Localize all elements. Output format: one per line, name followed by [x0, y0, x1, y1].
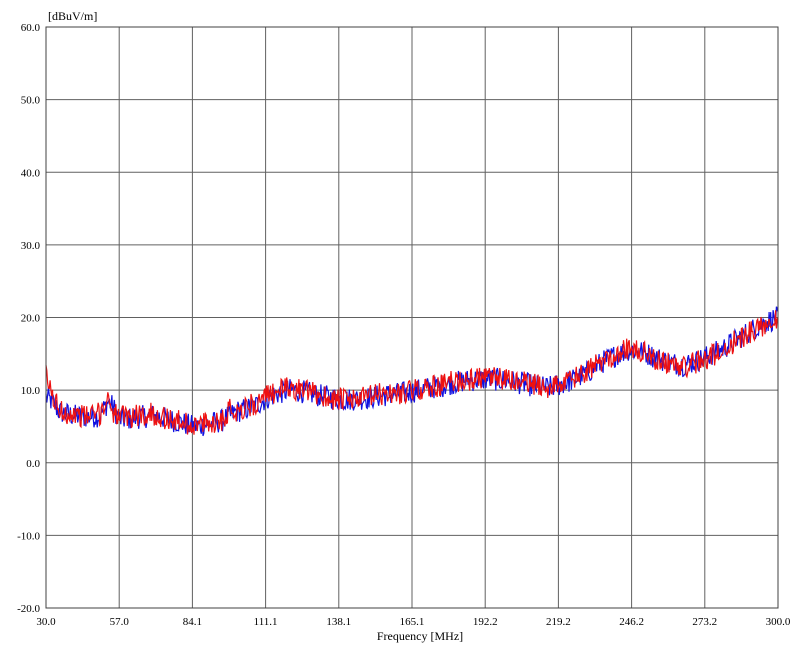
- x-tick-label: 273.2: [692, 616, 717, 628]
- x-tick-label: 57.0: [110, 616, 130, 628]
- y-tick-label: -10.0: [17, 530, 40, 542]
- x-axis-ticks: 30.0 57.0 84.1 111.1 138.1 165.1 192.2 219.2 246…: [36, 616, 791, 628]
- y-tick-label: 10.0: [21, 385, 41, 397]
- y-tick-label: 50.0: [21, 95, 41, 107]
- x-tick-label: 165.1: [400, 616, 425, 628]
- y-axis-ticks: 60.0 50.0 40.0 30.0 20.0 10.0 0.0 -10.0 -20.0: [17, 22, 40, 615]
- series-line-2: [45, 310, 779, 435]
- x-tick-label: 192.2: [473, 616, 498, 628]
- y-tick-label: -20.0: [17, 603, 40, 615]
- x-tick-label: 111.1: [254, 616, 278, 628]
- x-tick-label: 300.0: [766, 616, 791, 628]
- y-tick-label: 0.0: [26, 458, 40, 470]
- y-tick-label: 20.0: [21, 313, 41, 325]
- x-tick-label: 30.0: [36, 616, 56, 628]
- x-tick-label: 138.1: [326, 616, 351, 628]
- x-axis-label: Frequency [MHz]: [377, 629, 463, 643]
- x-tick-label: 246.2: [619, 616, 644, 628]
- series-line-1: [45, 306, 779, 437]
- plot-frame: [45, 26, 779, 609]
- series-lines: [45, 306, 779, 437]
- x-tick-label: 84.1: [183, 616, 202, 628]
- y-tick-label: 60.0: [21, 22, 41, 34]
- y-tick-label: 40.0: [21, 167, 41, 179]
- y-axis-label: [dBuV/m]: [48, 9, 97, 23]
- y-tick-label: 30.0: [21, 240, 41, 252]
- grid: [46, 27, 778, 608]
- x-tick-label: 219.2: [546, 616, 571, 628]
